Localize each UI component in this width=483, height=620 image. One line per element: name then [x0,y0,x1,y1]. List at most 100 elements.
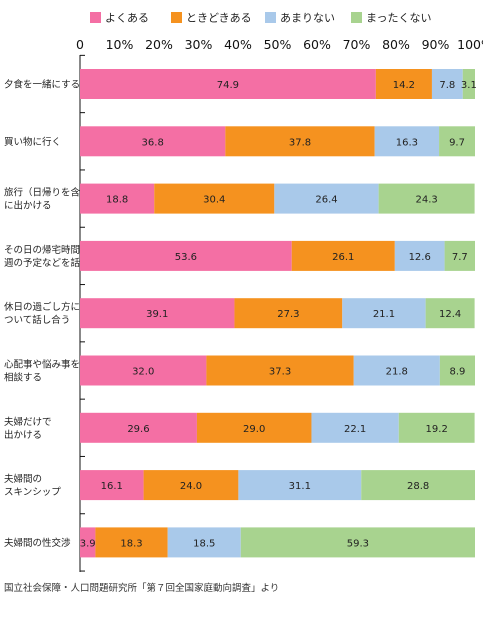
stacked-bar-chart: よくある ときどきある あまりない まったくない 0 10% 20% 30% 40% 50% 60%… [4,12,483,572]
category-label: 買い物に行く [4,136,61,148]
category-label: 夫婦間の [4,473,42,485]
category-label: 休日の過ごし方に [4,301,80,313]
legend-swatch [90,12,101,23]
x-tick-label: 20% [145,37,173,52]
data-label: 3.9 [80,538,96,549]
bar-segment [394,240,445,271]
bar-segment [206,355,354,386]
data-label: 12.4 [439,309,461,320]
bar-segment [374,126,440,157]
data-label: 39.1 [146,309,168,320]
bar-segment [444,240,475,271]
data-label: 19.2 [426,424,448,435]
x-tick-label: 100% [457,37,483,52]
bar-segment [196,412,312,443]
data-label: 7.7 [452,252,468,263]
data-label: 59.3 [347,538,369,549]
bar-segment [80,470,144,501]
category-label: に出かける [4,200,52,212]
bar-segment [439,126,475,157]
bar-segment [167,527,241,558]
x-tick-label: 0 [76,37,84,52]
bar-segment [291,240,395,271]
data-label: 8.9 [449,367,465,378]
x-tick-label: 90% [422,37,450,52]
bar-segment [425,298,475,329]
bar-segment [95,527,168,558]
bar-segment [378,183,475,214]
data-label: 3.1 [461,80,477,91]
bar-segment [311,412,399,443]
data-label: 18.8 [106,195,128,206]
category-label: 週の予定などを話す [4,257,90,269]
bar-segment [238,470,362,501]
data-label: 9.7 [449,137,465,148]
category-label: 夕食を一緒にする [4,79,80,91]
legend-swatch [351,12,362,23]
data-label: 53.6 [175,252,197,263]
bar-segment [80,527,96,558]
data-label: 37.8 [289,137,311,148]
category-label: 相談する [4,372,42,384]
bar-segment [234,298,343,329]
bar-segment [80,183,155,214]
bar-segment [361,470,475,501]
data-label: 21.1 [373,309,395,320]
data-label: 24.3 [415,195,437,206]
data-label: 26.4 [315,195,337,206]
data-label: 14.2 [393,80,415,91]
data-label: 32.0 [132,367,154,378]
data-label: 24.0 [180,481,202,492]
bar-segment [274,183,379,214]
data-label: 18.3 [120,538,142,549]
bar-segment [80,69,376,99]
data-label: 22.1 [344,424,366,435]
bar-segment [462,69,475,99]
data-label: 29.0 [243,424,265,435]
x-tick-label: 60% [303,37,331,52]
legend-label: まったくない [366,12,432,25]
category-label: ついて話し合う [4,314,70,326]
bar-segment [80,412,197,443]
data-label: 7.8 [439,80,455,91]
bar-segment [398,412,475,443]
legend-swatch [265,12,276,23]
category-label: 旅行（日帰りを含む） [4,187,99,199]
category-label: 夫婦だけで [4,416,52,428]
data-label: 21.8 [386,367,408,378]
bar-segment [439,355,475,386]
bar-segment [80,240,292,271]
bar-segment [342,298,426,329]
data-label: 12.6 [409,252,431,263]
data-label: 30.4 [203,195,225,206]
bar-segment [240,527,475,558]
data-label: 37.3 [269,367,291,378]
data-label: 28.8 [407,481,429,492]
data-label: 29.6 [127,424,149,435]
legend-swatch [171,12,182,23]
bar-segment [80,298,235,329]
bar-segment [80,355,207,386]
x-tick-label: 80% [382,37,410,52]
data-label: 27.3 [277,309,299,320]
data-label: 26.1 [332,252,354,263]
category-label: 夫婦間の性交渉 [4,537,71,549]
x-tick-label: 10% [106,37,134,52]
data-label: 31.1 [289,481,311,492]
category-label: スキンシップ [4,487,61,498]
x-tick-label: 50% [264,37,292,52]
x-tick-label: 70% [343,37,371,52]
data-label: 18.5 [193,538,215,549]
bar-segment [154,183,275,214]
legend-label: ときどきある [186,12,252,25]
x-tick-label: 30% [185,37,213,52]
source-note: 国立社会保障・人口問題研究所「第７回全国家庭動向調査」より [4,583,280,594]
data-label: 74.9 [217,80,239,91]
x-tick-label: 40% [224,37,252,52]
data-label: 16.3 [396,137,418,148]
legend-label: よくある [105,12,149,25]
legend-label: あまりない [280,12,335,25]
category-label: その日の帰宅時間や [4,244,90,256]
category-label: 出かける [4,429,42,441]
bar-segment [353,355,440,386]
